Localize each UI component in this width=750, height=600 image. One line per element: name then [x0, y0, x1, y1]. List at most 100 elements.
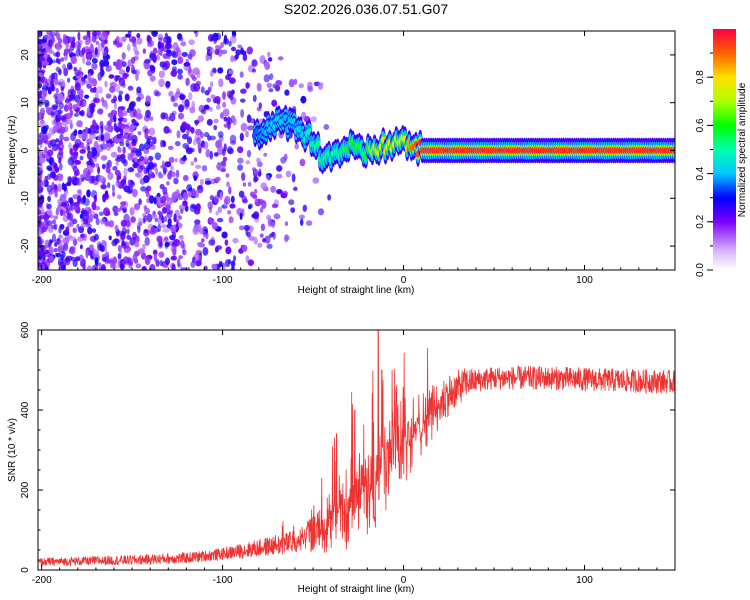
spectrogram-noise-cell [97, 72, 103, 81]
spectrogram-noise-cell [38, 236, 42, 245]
spectrogram-noise-cell [38, 255, 42, 261]
spectrogram-noise-cell [125, 33, 132, 38]
spectrogram-noise-cell [126, 136, 130, 142]
spectrogram-noise-cell [193, 31, 197, 34]
spectrogram-noise-cell [91, 58, 98, 64]
spectrogram-noise-cell [254, 188, 258, 194]
spectrogram-noise-cell [224, 195, 231, 205]
spectrogram-noise-cell [193, 157, 198, 163]
spectrogram-noise-cell [42, 84, 47, 89]
spectrogram-noise-cell [41, 38, 47, 44]
spectrogram-noise-cell [288, 199, 295, 206]
spectrogram-noise-cell [214, 48, 220, 56]
spectrogram-noise-cell [266, 214, 272, 221]
spectrogram-noise-cell [141, 266, 147, 270]
spectrogram-noise-cell [210, 178, 216, 185]
spectrogram-noise-cell [104, 136, 109, 141]
spectrogram-noise-cell [100, 134, 105, 141]
spectrogram-noise-cell [210, 35, 214, 41]
spectrogram-noise-cell [225, 173, 230, 178]
spectrogram-noise-cell [209, 150, 213, 160]
spectrogram-noise-cell [228, 77, 236, 84]
spectrogram-noise-cell [241, 195, 247, 203]
spectrogram-noise-cell [108, 235, 112, 241]
spectrogram-noise-cell [195, 189, 200, 199]
spectrogram-noise-cell [183, 155, 187, 160]
spectrogram-noise-cell [228, 186, 232, 195]
spectrogram-noise-cell [158, 70, 166, 79]
spectrogram-noise-cell [159, 259, 163, 267]
spectrogram-noise-cell [129, 206, 135, 216]
spectrogram-noise-cell [59, 193, 67, 202]
spectrogram-noise-cell [88, 213, 94, 223]
spectrogram-noise-cell [48, 189, 53, 196]
snr-xtick-label: 100 [576, 575, 593, 586]
spectrogram-noise-cell [143, 167, 148, 175]
spectrogram-noise-cell [177, 73, 183, 80]
spectrogram-noise-cell [170, 244, 177, 253]
spectrogram-noise-cell [215, 210, 219, 216]
spectrogram-noise-cell [213, 194, 220, 204]
spectrogram-noise-cell [70, 41, 76, 49]
spectrogram-noise-cell [40, 119, 45, 124]
spectrogram-noise-cell [103, 207, 110, 217]
spectrogram-noise-cell [130, 167, 134, 172]
spectrogram-noise-cell [241, 172, 246, 182]
spectrogram-noise-cell [40, 211, 46, 217]
spectrogram-noise-cell [201, 108, 207, 115]
spectrogram-noise-cell [217, 131, 224, 138]
spectrogram-noise-cell [118, 123, 126, 128]
snr-panel: -200 -100 0 100 0 200 400 600 Height of straig… [7, 321, 676, 595]
spectrogram-noise-cell [62, 37, 69, 45]
spectrogram-noise-cell [219, 191, 223, 201]
spectrogram-noise-cell [208, 239, 216, 246]
spectrogram-noise-cell [171, 263, 176, 270]
spectrogram-noise-cell [256, 157, 261, 164]
spectrogram-noise-cell [87, 227, 93, 235]
spectrogram-noise-cell [139, 155, 145, 162]
spectrogram-noise-cell [222, 148, 226, 157]
spectrogram-noise-cell [70, 88, 77, 97]
spectrogram-noise-cell [148, 127, 156, 136]
spectrogram-noise-cell [203, 104, 210, 110]
spectrogram-noise-cell [114, 75, 118, 82]
spectrogram-noise-cell [317, 83, 324, 90]
spectrogram-noise-cell [121, 182, 127, 190]
spectrogram-noise-cell [91, 228, 97, 233]
spectrogram-ytick-label: 20 [20, 49, 31, 61]
spectrogram-noise-cell [246, 46, 253, 55]
colorbar-tick-label: 0.2 [695, 214, 706, 228]
spectrogram-noise-cell [241, 244, 248, 252]
spectrogram-noise-cell [113, 211, 119, 216]
spectrogram-noise-cell [221, 231, 228, 239]
snr-frame [37, 329, 676, 571]
spectrogram-noise-cell [39, 162, 43, 172]
spectrogram-noise-cell [219, 112, 224, 119]
spectrogram-noise-cell [299, 158, 306, 167]
spectrogram-noise-cell [89, 132, 96, 140]
spectrogram-noise-cell [160, 164, 166, 169]
spectrogram-noise-cell [118, 230, 125, 237]
spectrogram-noise-cell [271, 99, 278, 107]
spectrogram-noise-cell [127, 85, 134, 91]
spectrogram-noise-cell [109, 86, 116, 93]
spectrogram-noise-cell [155, 54, 160, 61]
spectrogram-noise-cell [112, 95, 117, 104]
spectrogram-noise-cell [93, 140, 99, 150]
spectrogram-noise-cell [173, 177, 179, 185]
spectrogram-noise-cell [80, 174, 84, 179]
spectrogram-noise-cell [227, 259, 232, 265]
snr-ytick-label: 200 [20, 481, 31, 498]
spectrogram-noise-cell [99, 218, 107, 225]
spectrogram-noise-cell [294, 143, 300, 150]
spectrogram-noise-cell [168, 156, 175, 163]
spectrogram-noise-cell [132, 188, 138, 198]
spectrogram-noise-cell [48, 127, 55, 136]
spectrogram-noise-cell [274, 84, 281, 92]
spectrogram-noise-cell [38, 31, 42, 38]
spectrogram-noise-cell [317, 208, 325, 216]
spectrogram-noise-cell [59, 126, 66, 134]
spectrogram-noise-cell [172, 42, 179, 51]
spectrogram-noise-cell [249, 191, 256, 198]
spectrogram-noise-cell [253, 236, 258, 245]
